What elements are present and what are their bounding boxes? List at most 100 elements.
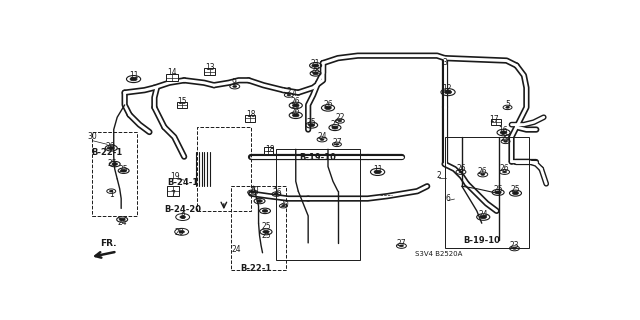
Text: 5: 5 [505, 100, 510, 109]
Text: 19: 19 [170, 172, 180, 181]
Text: 28: 28 [311, 67, 321, 76]
Text: 25: 25 [261, 231, 271, 240]
Text: 24: 24 [118, 218, 127, 227]
Text: 25: 25 [511, 185, 520, 195]
Text: 11: 11 [129, 71, 138, 80]
Text: 29: 29 [500, 134, 510, 143]
Circle shape [480, 215, 486, 219]
Circle shape [335, 143, 339, 145]
Text: 24: 24 [479, 210, 488, 219]
Text: 26: 26 [323, 100, 333, 109]
Circle shape [500, 131, 507, 134]
Circle shape [399, 245, 403, 247]
Circle shape [282, 205, 285, 207]
Text: 2: 2 [436, 172, 442, 180]
Bar [205, 68, 216, 75]
Circle shape [332, 126, 338, 129]
Text: B-22-1: B-22-1 [92, 148, 123, 157]
Text: 26: 26 [291, 107, 301, 116]
Circle shape [495, 191, 501, 194]
Circle shape [179, 230, 184, 233]
Circle shape [506, 107, 509, 108]
Circle shape [257, 200, 262, 202]
Text: 2: 2 [287, 87, 291, 96]
Circle shape [459, 171, 463, 173]
Text: 3: 3 [442, 58, 447, 67]
Bar [177, 102, 187, 108]
Text: 25: 25 [493, 185, 503, 194]
Text: 22: 22 [335, 113, 345, 122]
Text: 14: 14 [168, 68, 177, 77]
Text: 6: 6 [445, 194, 451, 203]
Text: 7: 7 [171, 190, 176, 199]
Text: FR.: FR. [100, 239, 117, 248]
Text: 8: 8 [180, 212, 185, 221]
Circle shape [313, 72, 318, 75]
Circle shape [130, 77, 137, 81]
Text: 1: 1 [273, 187, 278, 196]
Circle shape [263, 230, 269, 233]
Text: 26: 26 [273, 188, 282, 197]
Text: 26: 26 [478, 167, 488, 176]
Circle shape [312, 64, 319, 67]
Text: 15: 15 [177, 98, 186, 107]
Text: B-22-1: B-22-1 [241, 264, 272, 273]
Bar [276, 149, 360, 260]
Text: B-24-20: B-24-20 [164, 205, 201, 214]
Text: 16: 16 [498, 125, 508, 135]
Text: 26: 26 [106, 142, 116, 151]
Circle shape [513, 192, 518, 195]
Text: 27: 27 [332, 138, 342, 147]
Text: 18: 18 [265, 145, 274, 154]
Bar [231, 186, 286, 270]
Bar [445, 137, 529, 248]
Circle shape [109, 190, 113, 192]
Bar [244, 116, 255, 122]
Text: 25: 25 [307, 118, 316, 127]
Text: 9: 9 [231, 78, 236, 87]
Text: 13: 13 [205, 63, 215, 72]
Circle shape [262, 210, 268, 212]
Bar [167, 186, 179, 196]
Circle shape [504, 140, 508, 142]
Circle shape [120, 218, 125, 221]
Text: 20: 20 [174, 228, 184, 237]
Text: 30: 30 [280, 200, 289, 209]
Circle shape [338, 120, 342, 122]
Bar [196, 127, 251, 211]
Text: 10: 10 [249, 186, 259, 195]
Text: 24: 24 [232, 245, 241, 254]
Circle shape [445, 90, 452, 94]
Bar [92, 132, 137, 216]
Text: 24: 24 [317, 132, 327, 141]
Bar [491, 119, 500, 125]
Circle shape [481, 173, 484, 175]
Text: 18: 18 [246, 110, 256, 119]
Circle shape [374, 170, 381, 174]
Bar [166, 74, 178, 81]
Circle shape [275, 193, 278, 195]
Circle shape [180, 216, 186, 219]
Bar [264, 148, 273, 154]
Text: 1: 1 [109, 190, 114, 199]
Text: 26: 26 [500, 164, 509, 173]
Text: 26: 26 [456, 164, 466, 173]
Text: 12: 12 [442, 84, 452, 93]
Circle shape [292, 104, 299, 107]
Circle shape [121, 169, 126, 172]
Circle shape [251, 191, 255, 193]
Circle shape [108, 147, 115, 149]
Text: 30: 30 [88, 132, 97, 141]
Text: 25: 25 [119, 165, 129, 174]
Circle shape [308, 124, 315, 127]
Circle shape [513, 247, 516, 249]
Text: 17: 17 [490, 115, 499, 124]
Text: 4: 4 [292, 89, 297, 98]
Text: B-19-10: B-19-10 [300, 153, 337, 163]
Circle shape [292, 114, 299, 117]
Text: 11: 11 [373, 165, 382, 174]
Text: 23: 23 [509, 241, 519, 250]
Circle shape [324, 106, 332, 109]
Circle shape [320, 139, 324, 140]
Circle shape [502, 171, 507, 173]
